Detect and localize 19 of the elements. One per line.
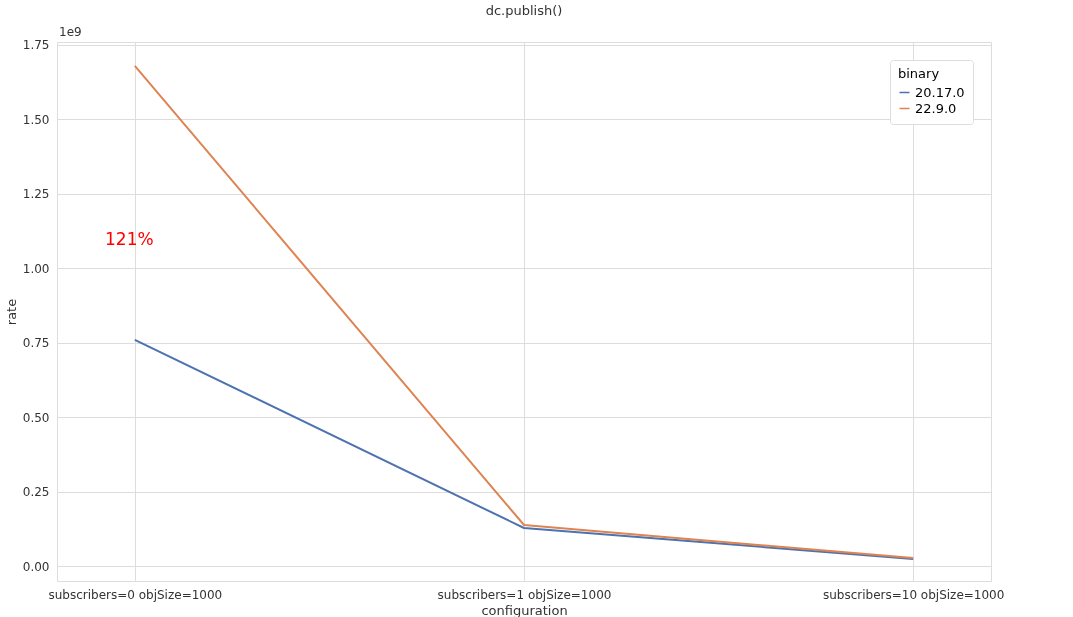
annotation: 121% — [105, 229, 154, 249]
chart-title: dc.publish() — [485, 3, 563, 18]
y-tick-label: 1.75 — [22, 38, 50, 53]
x-tick-label: subscribers=10 objSize=1000 — [822, 587, 1005, 602]
legend-title: binary — [898, 66, 940, 81]
x-tick-label: subscribers=1 objSize=1000 — [437, 587, 612, 602]
legend-label: 20.17.0 — [915, 84, 965, 100]
legend-label: 22.9.0 — [915, 100, 957, 116]
y-tick-label: 1.00 — [22, 261, 50, 276]
y-tick-label: 0.75 — [22, 336, 50, 351]
y-axis-title: rate — [3, 298, 19, 326]
text: 1e9 — [59, 25, 82, 39]
y-tick-label: 0.50 — [22, 410, 50, 425]
y-tick-label: 1.50 — [22, 112, 50, 127]
y-tick-label: 0.25 — [22, 485, 50, 500]
y-tick-label: 1.25 — [22, 187, 50, 202]
x-tick-label: subscribers=0 objSize=1000 — [48, 587, 223, 602]
y-tick-label: 0.00 — [22, 559, 50, 574]
x-axis-title: configuration — [481, 602, 568, 617]
